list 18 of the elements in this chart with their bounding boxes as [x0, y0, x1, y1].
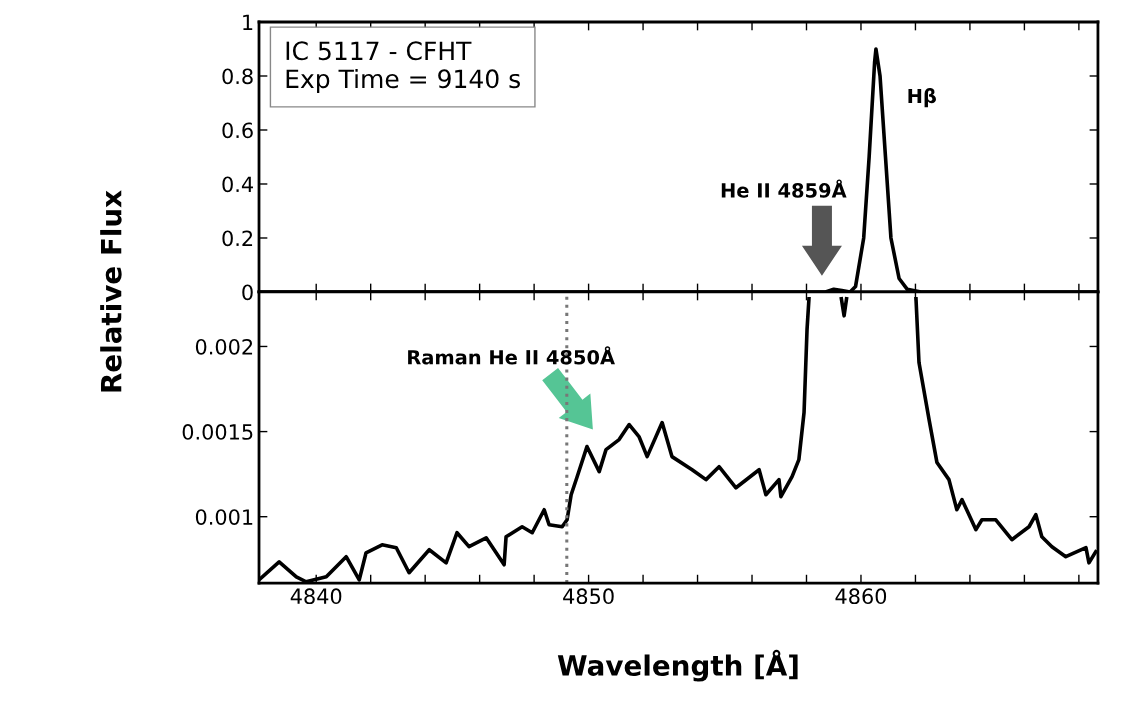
x-tick-label: 4850	[563, 588, 614, 605]
y-tick-label: 0.8	[222, 68, 253, 85]
y-tick-label: 1	[243, 14, 253, 30]
y-tick-label: 0.6	[222, 122, 253, 139]
x-tick-label: 4840	[290, 588, 342, 605]
x-axis-title: Wavelength [Å]	[557, 649, 798, 682]
annotation: IC 5117 - CFHT Exp Time = 9140 s	[286, 41, 520, 94]
y-tick-label: 0.002	[195, 338, 253, 355]
annotation: He II 4859Å	[721, 179, 847, 198]
y-tick-label: 0.2	[222, 230, 253, 247]
y-tick-label: 0.4	[222, 176, 253, 193]
y-tick-label: 0	[242, 284, 253, 301]
y-tick-label: 0.001	[195, 509, 253, 525]
y-tick-label: 0.0015	[182, 424, 253, 440]
y-axis-title: Relative Flux	[100, 190, 122, 392]
x-tick-label: 4860	[835, 588, 887, 605]
annotation: Hβ	[908, 88, 936, 108]
annotation: Raman He II 4850Å	[408, 346, 615, 365]
